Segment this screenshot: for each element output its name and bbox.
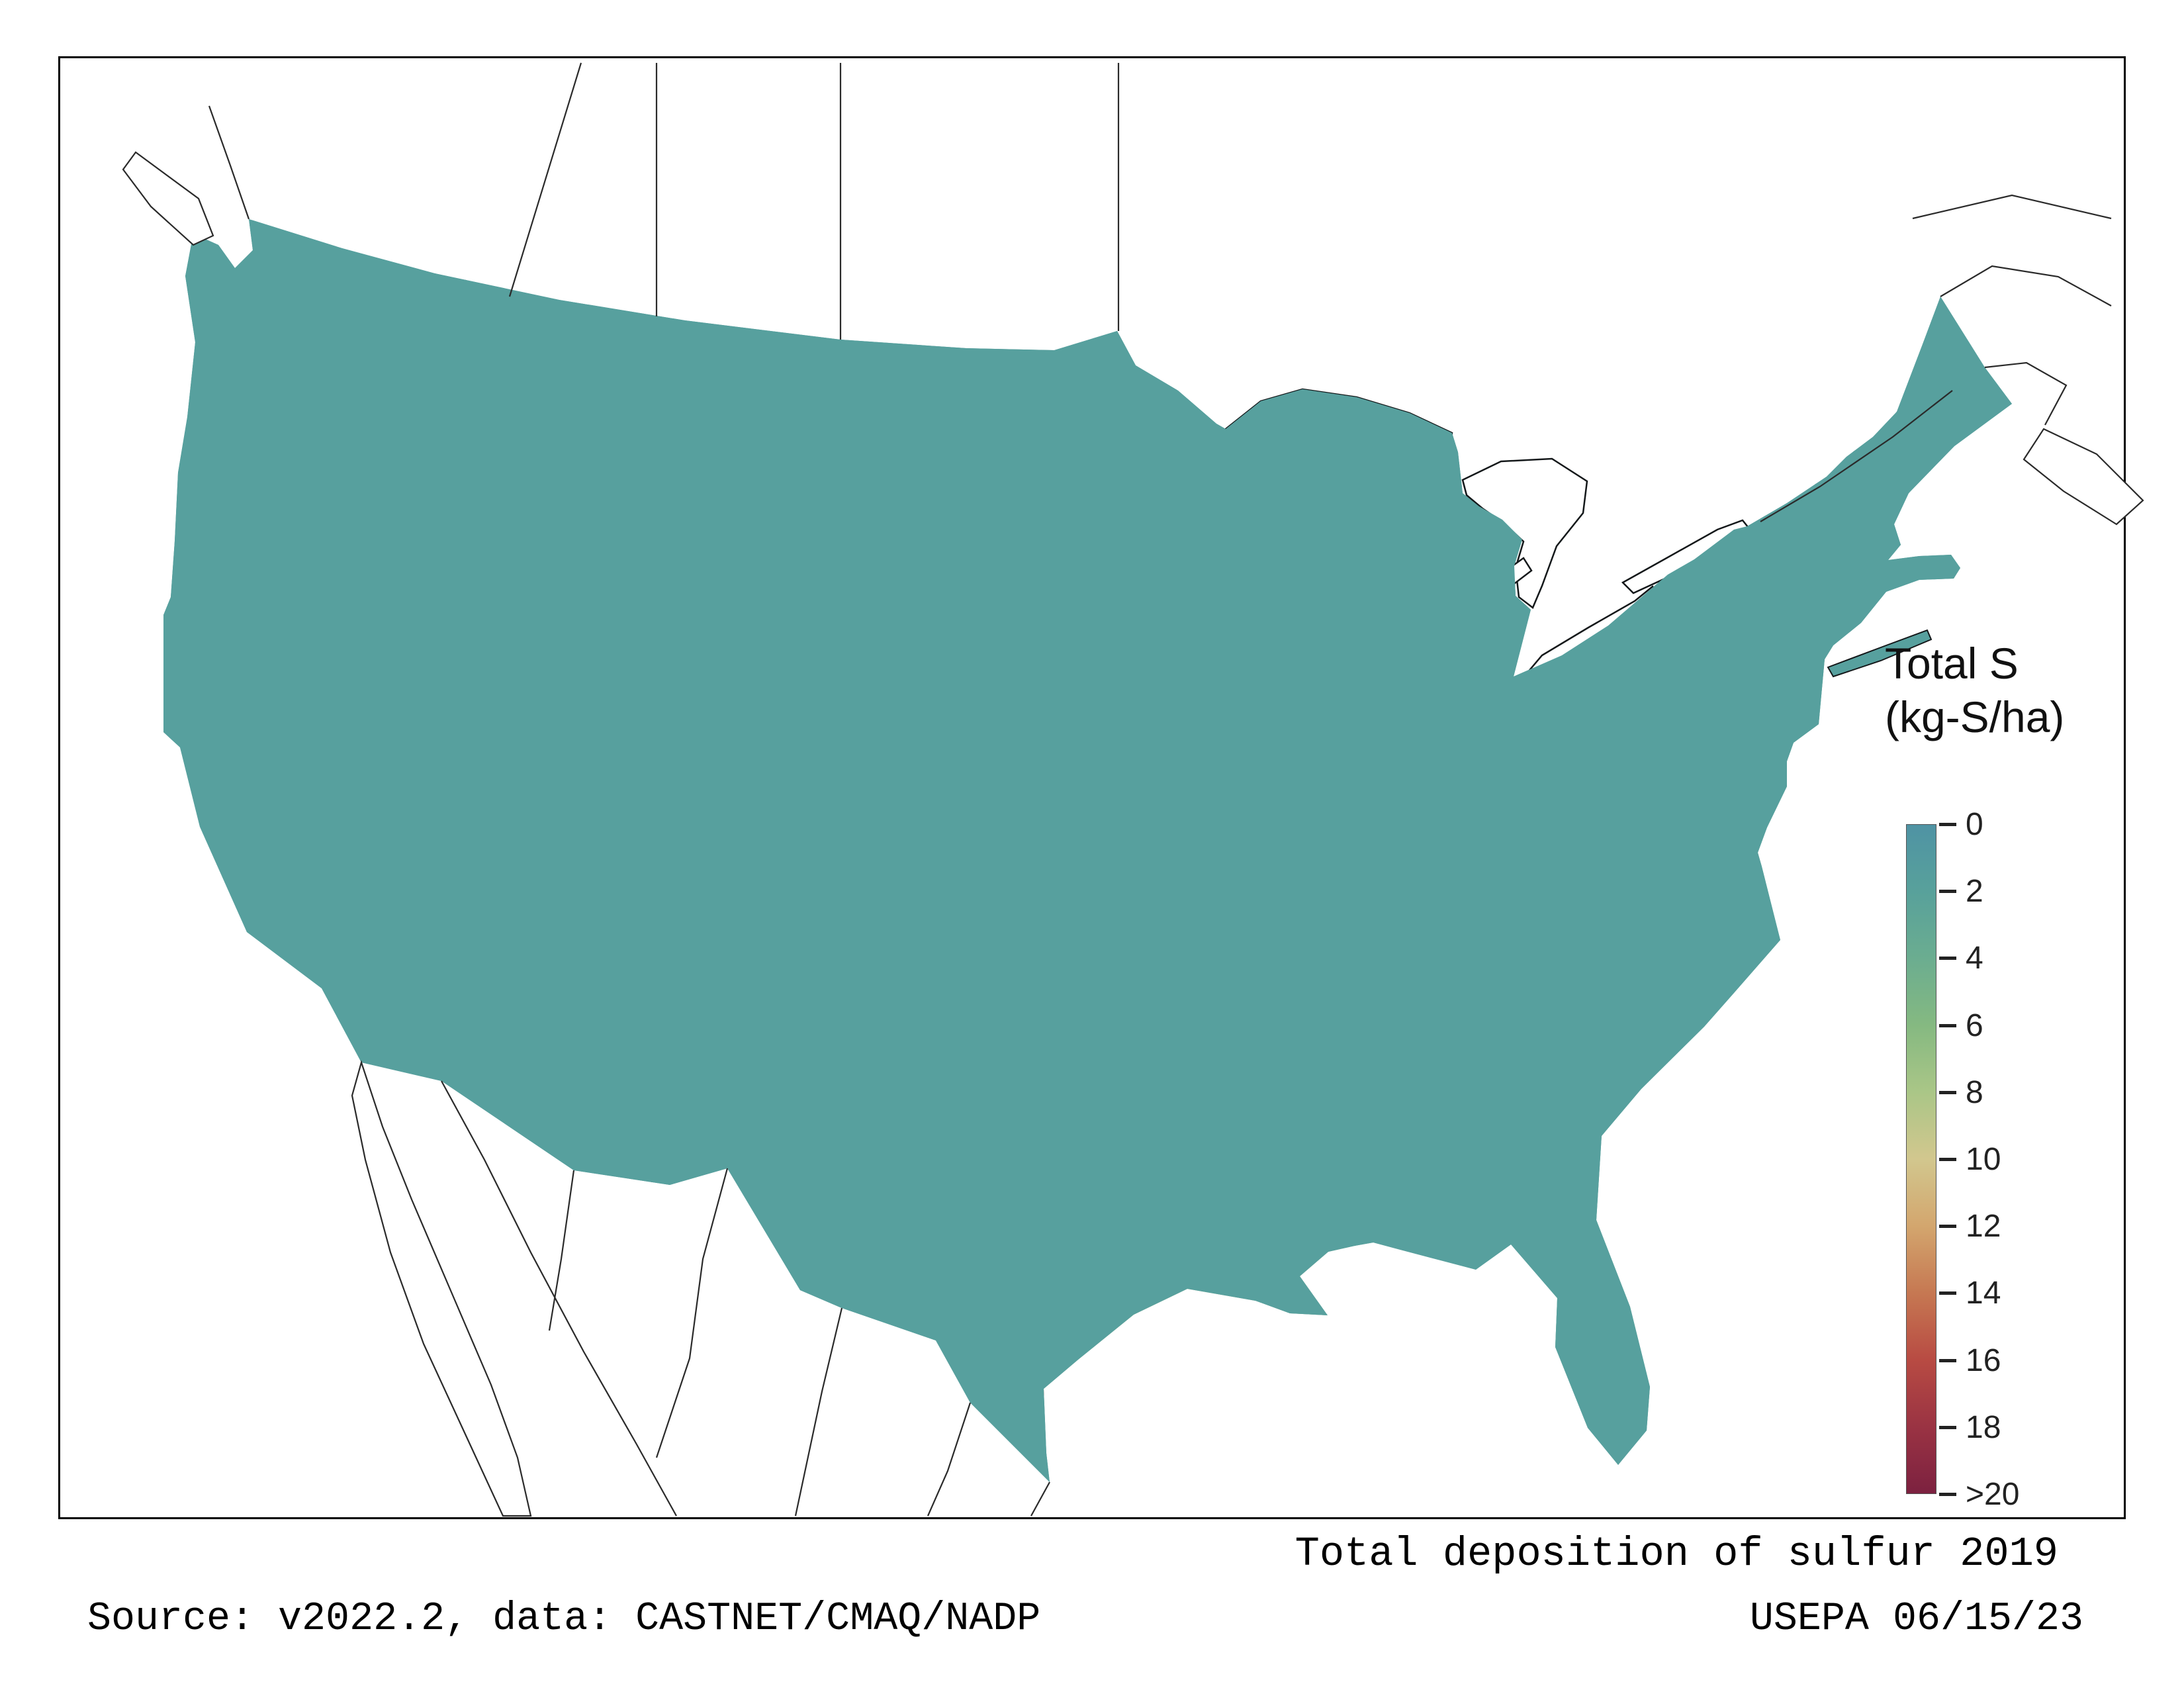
tick-mark [1939, 822, 1956, 826]
sonora-coast [441, 1080, 677, 1517]
colorbar-gradient [1906, 824, 1936, 1494]
tick-label: 4 [1966, 940, 1983, 976]
tick-label: 2 [1966, 873, 1983, 909]
vancouver-island [122, 151, 214, 246]
tick-label: 18 [1966, 1409, 2001, 1445]
long-island [1827, 629, 1933, 678]
tick-mark [1939, 889, 1956, 893]
figure-frame [58, 56, 2126, 1519]
st-lawrence-shore [1760, 390, 1953, 522]
nova-scotia [2023, 428, 2144, 526]
tick-mark [1939, 956, 1956, 960]
mexican-state-lines [548, 1168, 1050, 1517]
source-note: Source: v2022.2, data: CASTNET/CMAQ/NADP [87, 1597, 1041, 1642]
legend-tick-12: 12 [1939, 1206, 2001, 1246]
tick-label: 0 [1966, 806, 1983, 842]
legend-tick-16: 16 [1939, 1340, 2001, 1380]
tick-mark [1939, 1291, 1956, 1295]
canada-context [122, 62, 2144, 526]
tick-mark [1939, 1358, 1956, 1362]
baja-california [351, 1060, 532, 1517]
tick-mark [1939, 1425, 1956, 1429]
mexico-context [351, 1060, 1050, 1517]
legend-tick-10: 10 [1939, 1139, 2001, 1179]
bc-coastline [208, 105, 250, 220]
gaspe-coast [1912, 194, 2112, 306]
tick-label: >20 [1966, 1476, 2020, 1512]
tick-mark [1939, 1224, 1956, 1228]
legend-colorbar [1906, 824, 1936, 1494]
tick-label: 8 [1966, 1074, 1983, 1110]
tick-mark [1939, 1157, 1956, 1161]
legend-tick-18: 18 [1939, 1407, 2001, 1447]
tick-label: 14 [1966, 1275, 2001, 1311]
figure-caption: Total deposition of sulfur 2019 [1295, 1530, 2058, 1577]
provincial-borders [508, 62, 1120, 340]
legend-tick-8: 8 [1939, 1072, 1983, 1112]
legend-tick-0: 0 [1939, 804, 1983, 844]
legend-tick-2: 2 [1939, 871, 1983, 911]
legend-tick-14: 14 [1939, 1273, 2001, 1313]
tick-label: 6 [1966, 1008, 1983, 1043]
legend-tick-6: 6 [1939, 1006, 1983, 1045]
tick-label: 10 [1966, 1141, 2001, 1177]
legend-title: Total S (kg-S/ha) [1885, 637, 2064, 743]
agency-stamp: USEPA 06/15/23 [1749, 1597, 2083, 1642]
tick-label: 12 [1966, 1208, 2001, 1244]
tick-label: 16 [1966, 1342, 2001, 1378]
tick-mark [1939, 1023, 1956, 1027]
legend-title-line1: Total S [1885, 639, 2019, 688]
new-brunswick-coast [1984, 361, 2068, 426]
legend-title-line2: (kg-S/ha) [1885, 692, 2065, 741]
legend-tick-4: 4 [1939, 938, 1983, 978]
tick-mark [1939, 1090, 1956, 1094]
tick-mark [1939, 1492, 1956, 1496]
legend-tick-20: >20 [1939, 1474, 2019, 1514]
